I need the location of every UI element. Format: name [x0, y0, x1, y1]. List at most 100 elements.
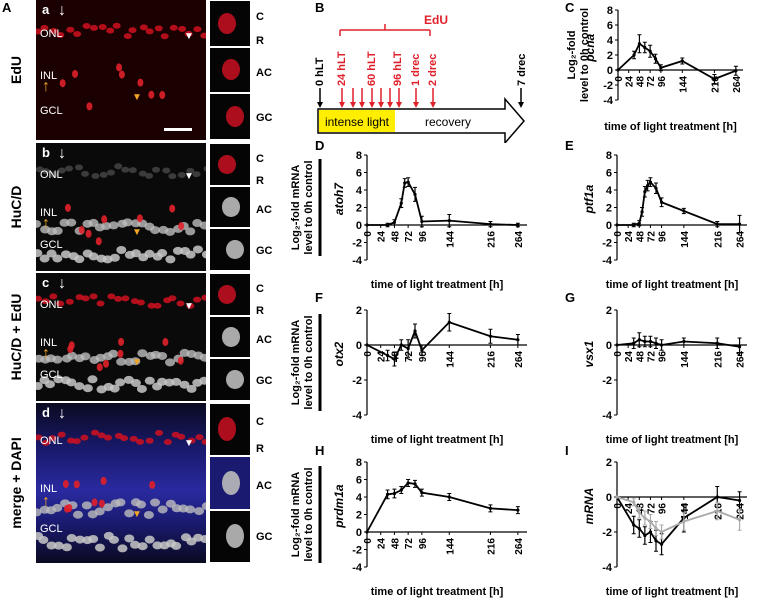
y-tick-label: -2 [352, 375, 362, 387]
y-tick-label: 0 [356, 527, 362, 539]
data-point [737, 222, 742, 226]
cell-nucleus [136, 384, 147, 393]
y-tick-label: -4 [602, 562, 613, 574]
cell-nucleus [169, 24, 178, 31]
data-point [737, 498, 742, 503]
inset-cell [222, 59, 240, 81]
y-tick-label: 2 [356, 203, 362, 215]
data-point [447, 495, 451, 499]
cell-nucleus [144, 535, 155, 544]
cell-nucleus [82, 384, 93, 393]
cell-nucleus [145, 172, 154, 179]
panel-letter-D: D [315, 138, 325, 153]
data-point [680, 59, 684, 63]
cell-nucleus [200, 535, 206, 544]
sampling-arrowhead [396, 102, 402, 108]
data-point [632, 223, 636, 227]
inset-label-gc: GC [256, 112, 273, 124]
cell-nucleus [106, 169, 115, 176]
label-gcl: GCL [40, 239, 63, 251]
cell-nucleus [199, 221, 206, 230]
data-point [659, 200, 664, 204]
micrograph-letter-c: c [42, 275, 50, 290]
white-arrow-icon: ↓ [58, 405, 66, 422]
data-point [648, 339, 653, 344]
x-tick-label: 144 [680, 503, 691, 520]
inset-cell [218, 417, 236, 442]
label-inl: INL [40, 483, 58, 495]
cell-nucleus [136, 214, 143, 223]
data-point [488, 222, 493, 226]
data-point [659, 343, 664, 347]
y-tick-label: -4 [603, 95, 614, 107]
sampling-arrowhead [387, 102, 393, 108]
data-point [715, 495, 719, 499]
series-line [616, 496, 740, 546]
x-tick-label: 0 [363, 351, 374, 357]
cell-nucleus [150, 498, 161, 507]
cell-nucleus [162, 338, 169, 347]
cell-nucleus [157, 351, 168, 360]
cell-nucleus [194, 507, 205, 516]
cell-nucleus [98, 23, 107, 30]
intense-light-box [319, 110, 395, 132]
x-tick-label: 24 [377, 351, 388, 363]
cell-nucleus [67, 345, 74, 354]
x-axis-label: time of light treatment [h] [606, 586, 739, 598]
y-axis-label: level to 0h control [303, 467, 315, 561]
inset-cell [226, 105, 244, 127]
x-tick-label: 24 [624, 351, 635, 363]
inset-cell [222, 197, 240, 217]
y-tick-label: 8 [356, 457, 362, 469]
scale-bar [164, 128, 192, 131]
inset-label-ac: AC [256, 334, 272, 347]
inset-label-gc: GC [256, 245, 273, 258]
cell-nucleus [81, 501, 92, 510]
inset-cell [218, 284, 236, 304]
label-gcl: GCL [40, 523, 63, 535]
data-point [654, 539, 658, 543]
y-tick-label: 2 [607, 50, 613, 62]
data-point [654, 526, 658, 531]
sampling-arrowhead [359, 102, 365, 108]
white-arrowhead-icon: ▼ [184, 438, 194, 450]
y-tick-label: -2 [602, 527, 612, 539]
y-tick-label: -4 [352, 255, 363, 267]
y-tick-label: 0 [607, 65, 613, 77]
x-tick-label: 96 [418, 231, 429, 243]
label-2drec: 2 drec [427, 54, 439, 86]
micrograph-b: b ONL INL GCL ↓ ↑ ▼ ▼ [36, 143, 206, 271]
cell-nucleus [82, 23, 91, 30]
cell-nucleus [100, 476, 107, 485]
cell-nucleus [136, 500, 147, 509]
series-line [616, 496, 740, 534]
cell-nucleus [117, 544, 128, 553]
y-tick-label: 0 [606, 340, 612, 352]
cell-nucleus [165, 358, 176, 367]
cell-nucleus [203, 165, 206, 172]
data-point [385, 223, 390, 227]
cell-nucleus [62, 480, 69, 489]
series-line [616, 338, 740, 348]
inset-c-c [210, 274, 250, 315]
cell-nucleus [193, 296, 202, 303]
cell-nucleus [87, 375, 98, 384]
cell-nucleus [49, 293, 58, 300]
white-arrow-icon: ↓ [58, 275, 66, 292]
cell-nucleus [39, 254, 50, 263]
cell-nucleus [137, 349, 148, 358]
data-point [643, 45, 647, 50]
cell-nucleus [57, 431, 66, 438]
cell-nucleus [86, 102, 93, 111]
inset-label-ac: AC [256, 67, 272, 80]
gene-label: mRNA [582, 488, 596, 525]
label-96hlt: 96 hLT [392, 51, 404, 86]
x-tick-label: 96 [657, 76, 668, 88]
white-arrowhead-icon: ▼ [184, 171, 194, 183]
series-line [617, 42, 737, 80]
data-point [516, 223, 520, 227]
y-tick-label: 2 [606, 203, 612, 215]
inset-c-ac [210, 316, 250, 358]
